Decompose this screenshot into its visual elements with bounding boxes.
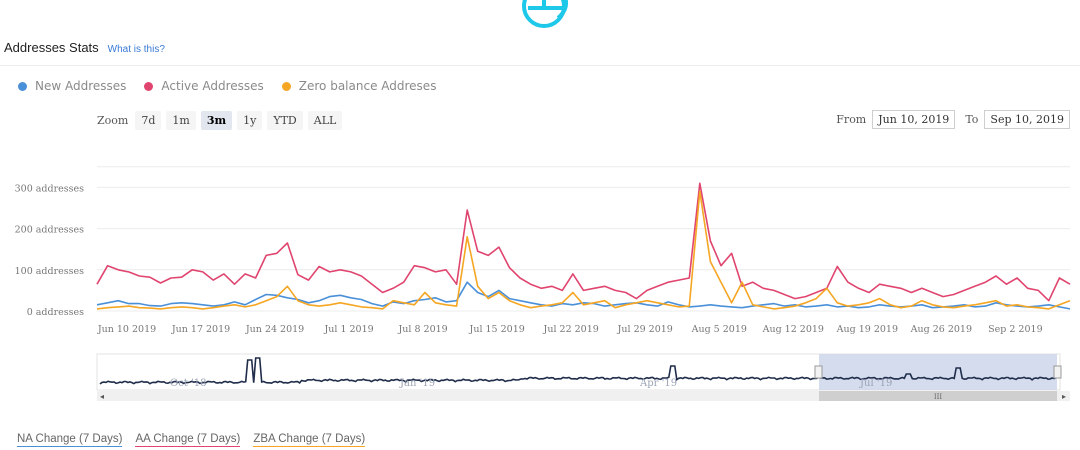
zoom-controls: Zoom 7d 1m 3m 1y YTD ALL <box>97 111 347 130</box>
aa-change-link[interactable]: AA Change (7 Days) <box>135 433 241 447</box>
to-date-input[interactable]: Sep 10, 2019 <box>984 110 1070 129</box>
legend-label: Zero balance Addreses <box>298 79 437 93</box>
zoom-7d-button[interactable]: 7d <box>135 111 162 130</box>
navigator-left-handle[interactable] <box>814 365 823 379</box>
y-tick-label: 200 addresses <box>15 225 85 236</box>
x-axis-ticks: Jun 10 2019 Jun 17 2019 Jun 24 2019 Jul 1 2… <box>97 324 1043 335</box>
help-link[interactable]: What is this? <box>107 44 165 55</box>
legend-dot-icon <box>144 81 154 91</box>
x-tick-label: Aug 19 2019 <box>836 324 898 335</box>
x-tick-label: Jul 1 2019 <box>323 324 373 335</box>
from-label: From <box>836 113 867 126</box>
page-title: Addresses Stats <box>4 40 99 55</box>
zoom-1y-button[interactable]: 1y <box>237 111 263 130</box>
range-navigator[interactable]: Oct '18 Jan '19 Apr '19 Jul '19 <box>96 353 1062 391</box>
x-tick-label: Aug 5 2019 <box>691 324 747 335</box>
x-tick-label: Aug 26 2019 <box>910 324 972 335</box>
legend-item-active-addresses[interactable]: Active Addresses <box>144 79 264 93</box>
y-tick-label: 100 addresses <box>15 266 85 277</box>
to-label: To <box>965 113 979 126</box>
x-tick-label: Jul 8 2019 <box>398 324 448 335</box>
legend-dot-icon <box>281 81 291 91</box>
navigator-scrollbar[interactable]: III ◂ ▸ <box>97 391 1070 401</box>
x-tick-label: Jun 10 2019 <box>97 324 156 335</box>
legend-label: New Addresses <box>35 79 127 93</box>
legend-label: Active Addresses <box>161 79 264 93</box>
zba-change-link[interactable]: ZBA Change (7 Days) <box>253 433 366 447</box>
x-tick-label: Jul 15 2019 <box>469 324 525 335</box>
scrollbar-thumb[interactable] <box>819 391 1057 401</box>
x-tick-label: Sep 2 2019 <box>988 324 1042 335</box>
na-change-link[interactable]: NA Change (7 Days) <box>17 433 123 447</box>
line-chart: 0 addresses 100 addresses 200 addresses 300… <box>15 166 1071 401</box>
chart-legend: New Addresses Active Addresses Zero bala… <box>18 79 454 93</box>
navigator-label: Jan '19 <box>399 378 435 389</box>
navigator-label: Oct '18 <box>170 378 206 389</box>
header-divider <box>0 65 1080 66</box>
y-axis-ticks: 0 addresses 100 addresses 200 addresses 300… <box>15 183 85 318</box>
zoom-all-button[interactable]: ALL <box>307 111 343 130</box>
series-line-2 <box>96 190 1071 310</box>
scroll-right-arrow-icon[interactable]: ▸ <box>1062 392 1066 401</box>
x-tick-label: Jul 29 2019 <box>617 324 673 335</box>
x-tick-label: Jul 22 2019 <box>543 324 599 335</box>
scroll-left-arrow-icon[interactable]: ◂ <box>100 392 104 401</box>
chart-series <box>96 182 1071 310</box>
legend-item-zero-balance[interactable]: Zero balance Addreses <box>281 79 437 93</box>
stats-header: Addresses Stats What is this? <box>4 40 165 55</box>
zoom-3m-button[interactable]: 3m <box>200 111 233 130</box>
legend-dot-icon <box>18 81 27 91</box>
zoom-label: Zoom <box>97 114 129 127</box>
series-line-1 <box>96 182 1071 302</box>
legend-item-new-addresses[interactable]: New Addresses <box>18 79 126 93</box>
x-tick-label: Jun 24 2019 <box>245 324 304 335</box>
x-tick-label: Aug 12 2019 <box>762 324 824 335</box>
y-tick-label: 0 addresses <box>27 307 84 318</box>
from-date-input[interactable]: Jun 10, 2019 <box>872 110 956 129</box>
navigator-label: Jul '19 <box>859 378 892 389</box>
navigator-label: Apr '19 <box>639 378 677 389</box>
logo-icon <box>522 0 568 28</box>
navigator-series-line <box>99 357 1059 385</box>
y-tick-label: 300 addresses <box>15 183 85 194</box>
navigator-right-handle[interactable] <box>1053 365 1062 379</box>
zoom-1m-button[interactable]: 1m <box>166 111 196 130</box>
x-tick-label: Jun 17 2019 <box>171 324 230 335</box>
change-links: NA Change (7 Days) AA Change (7 Days) ZB… <box>17 433 378 447</box>
navigator-selection[interactable] <box>819 354 1057 390</box>
scrollbar-grip: III <box>934 393 943 401</box>
zoom-ytd-button[interactable]: YTD <box>267 111 303 130</box>
date-range: From Jun 10, 2019 To Sep 10, 2019 <box>826 110 1070 129</box>
